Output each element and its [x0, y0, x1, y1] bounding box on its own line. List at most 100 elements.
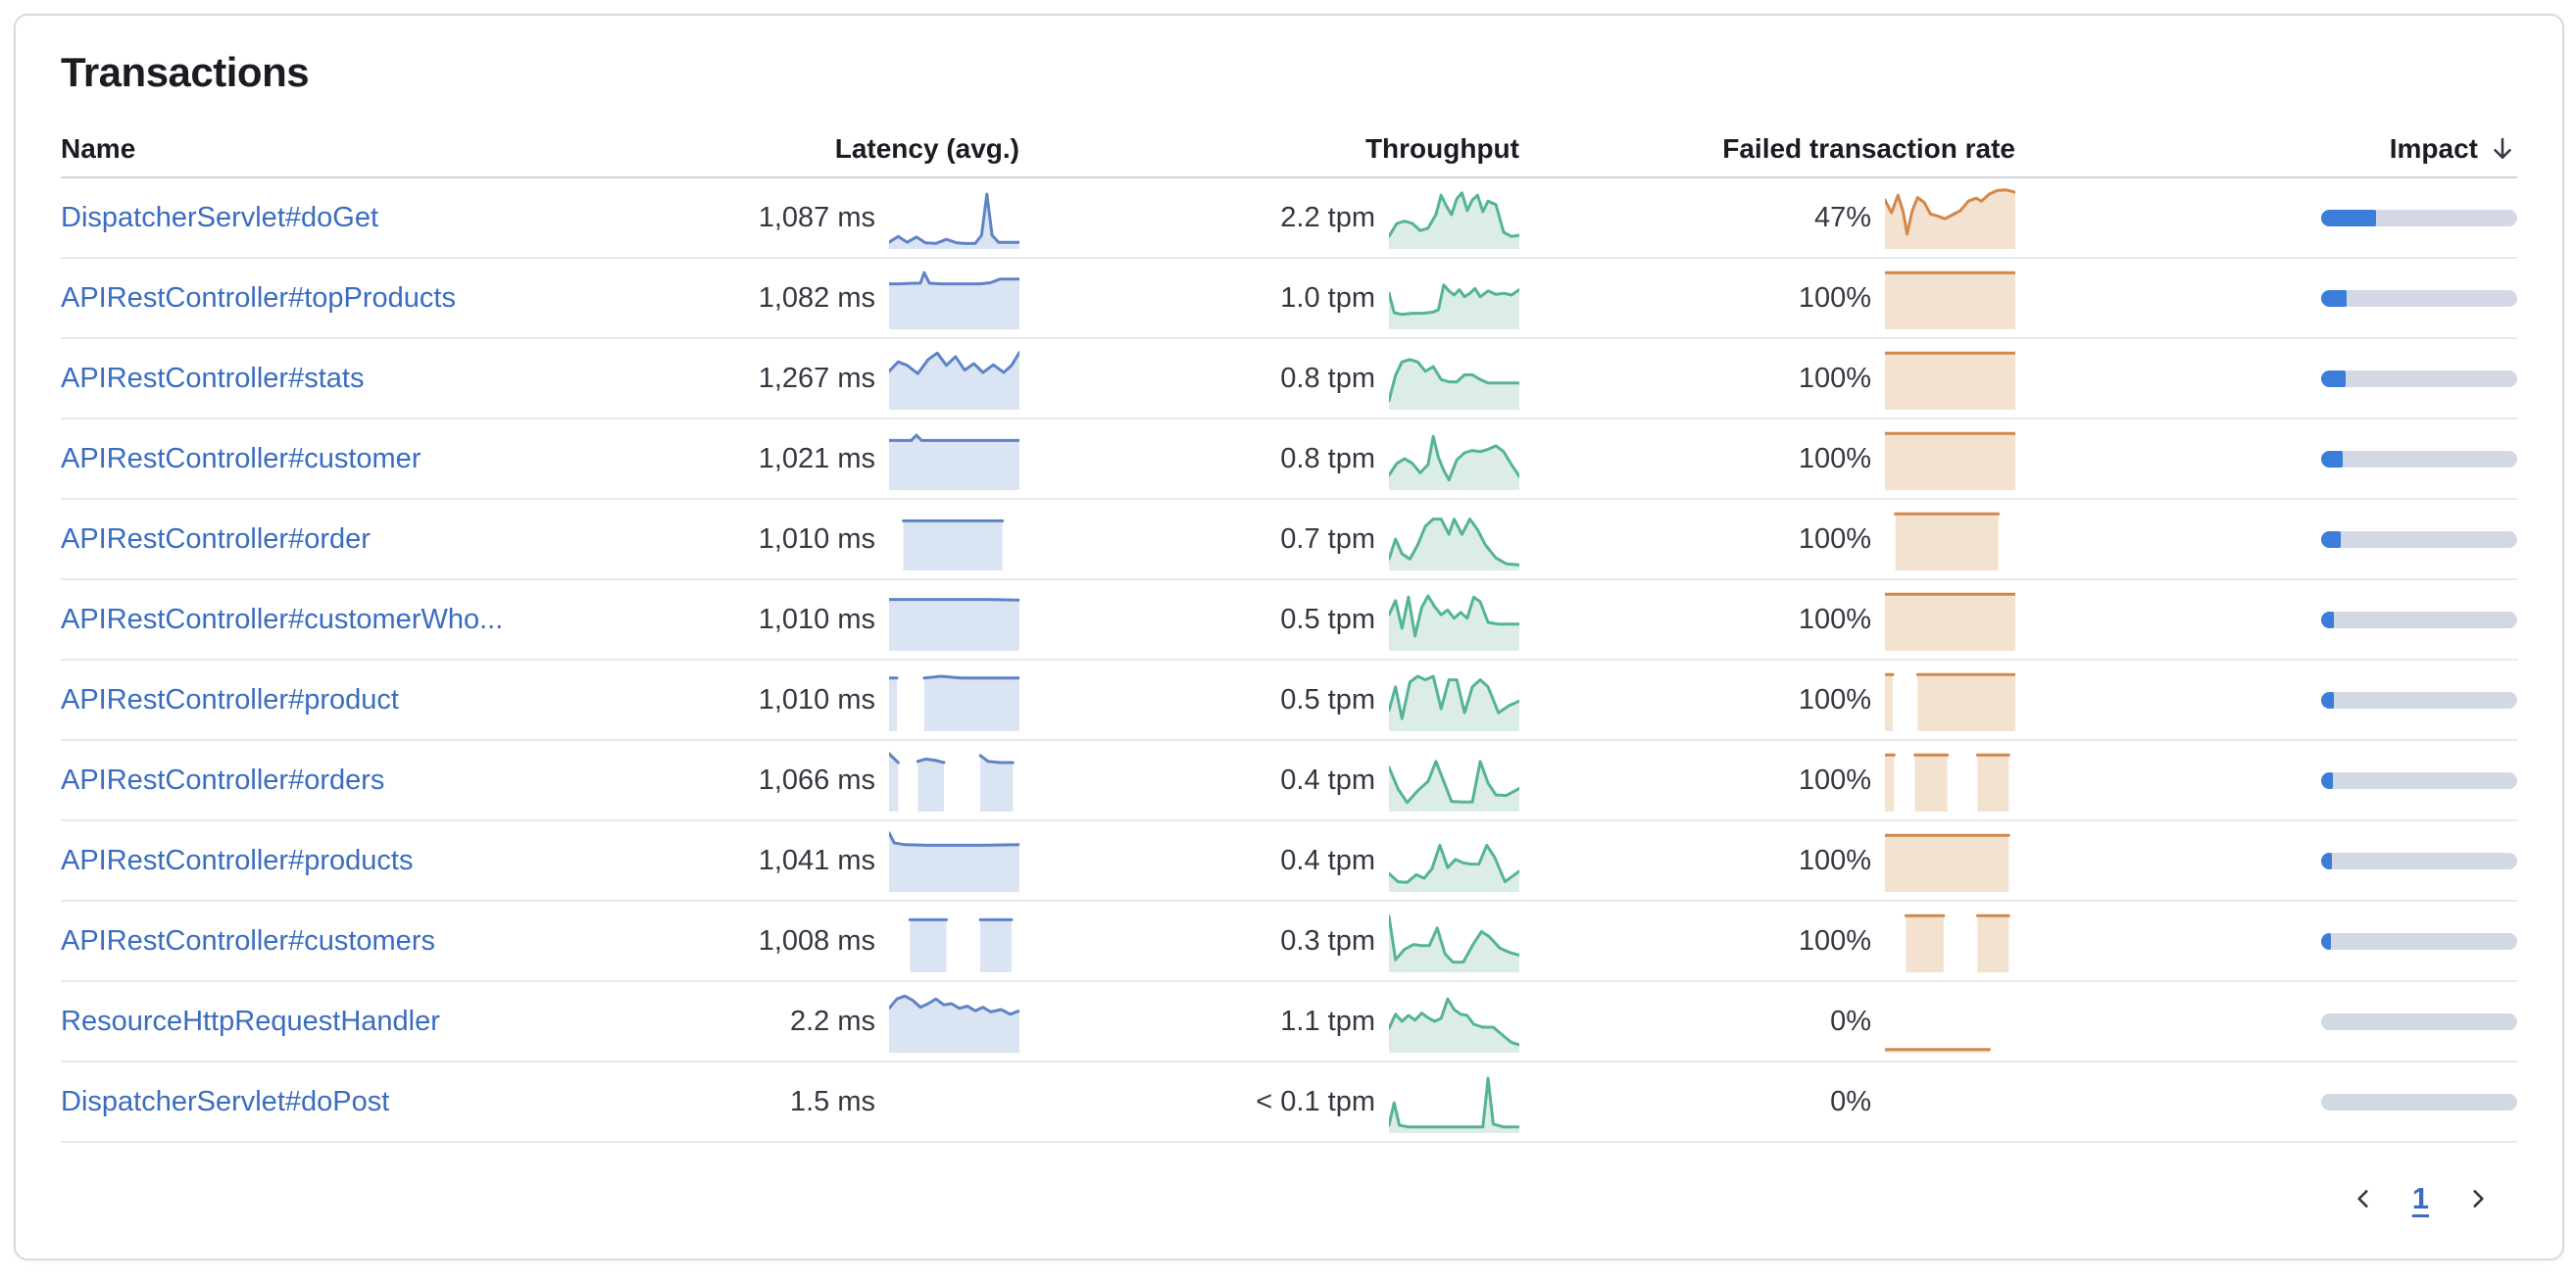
impact-bar-fill	[2321, 289, 2347, 307]
failed-rate-value: 100%	[1798, 442, 1871, 474]
throughput-value: 1.1 tpm	[1280, 1005, 1375, 1037]
failed-rate-cell: 100%	[1519, 910, 2015, 972]
name-cell: APIRestController#order	[61, 523, 529, 556]
table-row: ResourceHttpRequestHandler 2.2 ms 1.1 tp…	[61, 982, 2517, 1062]
pagination-prev-button[interactable]	[2342, 1177, 2385, 1220]
transaction-name-link[interactable]: APIRestController#order	[61, 522, 371, 555]
latency-sparkline	[889, 271, 1019, 329]
transaction-name-link[interactable]: APIRestController#customerWho...	[61, 603, 504, 635]
table-row: APIRestController#topProducts 1,082 ms 1…	[61, 259, 2517, 339]
throughput-cell: 0.8 tpm	[1019, 347, 1519, 410]
latency-value: 1,267 ms	[758, 362, 875, 394]
failed-rate-sparkline	[1885, 1048, 1991, 1053]
transactions-table: Name Latency (avg.) Throughput Failed tr…	[61, 122, 2517, 1143]
column-header-name[interactable]: Name	[61, 133, 136, 164]
throughput-cell: 0.4 tpm	[1019, 749, 1519, 812]
failed-rate-cell: 100%	[1519, 668, 2015, 731]
column-header-throughput[interactable]: Throughput	[1364, 133, 1519, 164]
throughput-sparkline	[1389, 358, 1519, 410]
throughput-value: < 0.1 tpm	[1256, 1085, 1375, 1117]
page-title: Transactions	[61, 49, 310, 95]
table-header-row: Name Latency (avg.) Throughput Failed tr…	[61, 122, 2517, 178]
throughput-value: 1.0 tpm	[1280, 281, 1375, 314]
latency-value: 2.2 ms	[789, 1005, 875, 1037]
throughput-sparkline	[1389, 518, 1519, 570]
impact-bar	[2321, 611, 2517, 628]
impact-bar-fill	[2321, 691, 2334, 709]
table-row: APIRestController#stats 1,267 ms 0.8 tpm…	[61, 339, 2517, 420]
impact-cell	[2015, 1093, 2517, 1111]
transaction-name-link[interactable]: DispatcherServlet#doGet	[61, 201, 378, 233]
impact-bar	[2321, 771, 2517, 789]
latency-sparkline	[889, 351, 1019, 410]
failed-rate-cell: 47%	[1519, 186, 2015, 249]
latency-sparkline	[889, 752, 1015, 812]
chevron-right-icon	[2473, 1190, 2484, 1208]
table-row: APIRestController#customers 1,008 ms 0.3…	[61, 902, 2517, 982]
latency-value: 1,087 ms	[758, 201, 875, 233]
column-header-failed-rate[interactable]: Failed transaction rate	[1722, 133, 2015, 164]
failed-rate-cell: 100%	[1519, 267, 2015, 329]
transaction-name-link[interactable]: APIRestController#topProducts	[61, 281, 456, 314]
impact-bar-fill	[2321, 450, 2343, 468]
throughput-cell: 0.3 tpm	[1019, 910, 1519, 972]
latency-value: 1,066 ms	[758, 764, 875, 796]
name-cell: APIRestController#product	[61, 684, 529, 716]
latency-sparkline	[889, 674, 1019, 731]
failed-rate-sparkline	[1885, 1070, 2015, 1133]
throughput-value: 0.7 tpm	[1280, 522, 1375, 555]
table-row: APIRestController#customerWho... 1,010 m…	[61, 580, 2517, 661]
throughput-cell: 0.4 tpm	[1019, 829, 1519, 892]
latency-cell: 1,021 ms	[529, 427, 1019, 490]
transaction-name-link[interactable]: APIRestController#orders	[61, 764, 385, 796]
latency-value: 1.5 ms	[789, 1085, 875, 1117]
column-header-latency[interactable]: Latency (avg.)	[834, 133, 1019, 164]
transaction-name-link[interactable]: APIRestController#products	[61, 844, 414, 876]
pagination: 1	[61, 1168, 2517, 1229]
latency-value: 1,041 ms	[758, 844, 875, 876]
name-cell: APIRestController#stats	[61, 363, 529, 395]
table-row: APIRestController#products 1,041 ms 0.4 …	[61, 821, 2517, 902]
transaction-name-link[interactable]: ResourceHttpRequestHandler	[61, 1005, 440, 1037]
latency-cell: 1.5 ms	[529, 1070, 1019, 1133]
impact-cell	[2015, 932, 2517, 950]
latency-cell: 1,010 ms	[529, 508, 1019, 570]
throughput-sparkline	[1389, 434, 1519, 490]
throughput-cell: 2.2 tpm	[1019, 186, 1519, 249]
transaction-name-link[interactable]: APIRestController#product	[61, 683, 399, 716]
sort-descending-icon	[2494, 137, 2511, 159]
transaction-name-link[interactable]: APIRestController#customer	[61, 442, 421, 474]
failed-rate-value: 47%	[1813, 201, 1871, 233]
latency-sparkline	[889, 192, 1019, 249]
latency-sparkline	[889, 994, 1019, 1053]
failed-rate-cell: 100%	[1519, 829, 2015, 892]
table-row: APIRestController#product 1,010 ms 0.5 t…	[61, 661, 2517, 741]
impact-bar-fill	[2321, 370, 2346, 387]
impact-bar	[2321, 450, 2517, 468]
throughput-value: 0.3 tpm	[1280, 924, 1375, 957]
impact-bar	[2321, 1093, 2517, 1111]
latency-cell: 1,008 ms	[529, 910, 1019, 972]
impact-bar	[2321, 289, 2517, 307]
throughput-value: 0.8 tpm	[1280, 362, 1375, 394]
failed-rate-cell: 100%	[1519, 347, 2015, 410]
throughput-sparkline	[1389, 191, 1519, 249]
impact-cell	[2015, 691, 2517, 709]
impact-bar-fill	[2321, 530, 2341, 548]
impact-cell	[2015, 1012, 2517, 1030]
failed-rate-value: 100%	[1798, 281, 1871, 314]
name-cell: DispatcherServlet#doGet	[61, 202, 529, 234]
pagination-next-button[interactable]	[2456, 1177, 2500, 1220]
page-number-current[interactable]: 1	[2411, 1181, 2429, 1215]
column-header-impact[interactable]: Impact	[2015, 133, 2517, 165]
name-cell: APIRestController#customerWho...	[61, 604, 529, 636]
transaction-name-link[interactable]: APIRestController#customers	[61, 924, 435, 957]
transaction-name-link[interactable]: APIRestController#stats	[61, 362, 365, 394]
impact-bar-fill	[2321, 852, 2332, 869]
throughput-sparkline	[1389, 760, 1519, 812]
transaction-name-link[interactable]: DispatcherServlet#doPost	[61, 1085, 390, 1117]
latency-value: 1,008 ms	[758, 924, 875, 957]
name-cell: APIRestController#customers	[61, 925, 529, 958]
impact-cell	[2015, 370, 2517, 387]
failed-rate-sparkline	[1885, 672, 2015, 731]
